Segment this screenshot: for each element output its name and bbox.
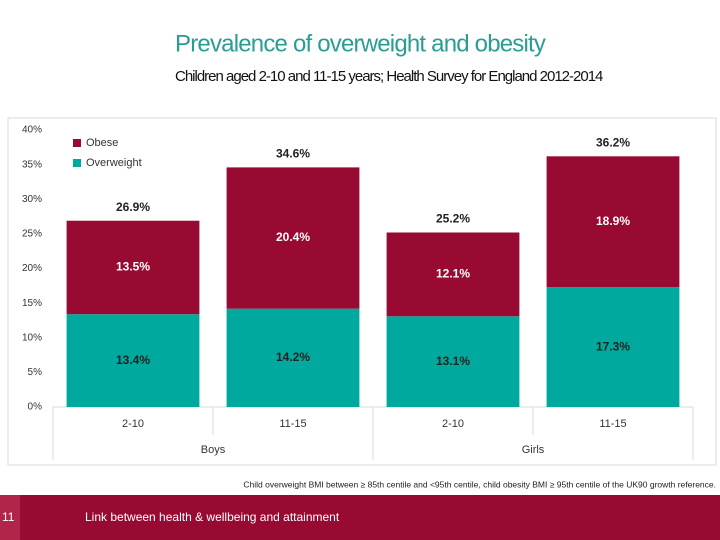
legend-swatch [73, 159, 81, 167]
y-tick-label: 10% [22, 332, 42, 343]
group-label: Girls [522, 444, 545, 456]
x-tick-label: 11-15 [599, 418, 626, 430]
page-number: 11 [2, 510, 15, 524]
bar-segment [386, 232, 520, 317]
x-tick-label: 11-15 [279, 418, 306, 430]
bar-segment [226, 167, 360, 309]
y-tick-label: 25% [22, 229, 42, 240]
y-tick-label: 5% [28, 367, 43, 378]
chart: 0% 5% 10% 15% 20% 25% 30% 35% 40% 2-10 13.4% 13.5% 2… [22, 125, 694, 460]
data-label: 13.4% [116, 353, 150, 367]
data-label: 14.2% [276, 350, 310, 364]
bar-segment [226, 308, 360, 407]
data-label: 18.9% [596, 214, 630, 228]
bar-segment [66, 314, 200, 407]
chart-frame [7, 117, 717, 466]
footer-tab [0, 495, 20, 540]
y-tick-label: 30% [22, 194, 42, 205]
bar-segment [66, 220, 200, 315]
data-label: 17.3% [596, 339, 630, 353]
data-label: 20.4% [276, 230, 310, 244]
data-label: 13.1% [436, 354, 470, 368]
footer-text: Link between health & wellbeing and atta… [85, 510, 340, 524]
legend-swatch [73, 139, 81, 147]
total-label: 25.2% [436, 212, 470, 226]
bar-segment [546, 287, 680, 407]
data-label: 13.5% [116, 260, 150, 274]
total-label: 36.2% [596, 135, 630, 149]
footer-bar [0, 495, 720, 540]
legend-label: Obese [86, 137, 118, 149]
y-tick-label: 40% [22, 125, 42, 136]
x-tick-label: 2-10 [122, 418, 144, 430]
y-tick-label: 35% [22, 159, 42, 170]
data-label: 12.1% [436, 267, 470, 281]
bar-segment [386, 316, 520, 407]
slide-subtitle: Children aged 2-10 and 11-15 years; Heal… [175, 68, 603, 85]
y-tick-label: 20% [22, 263, 42, 274]
bar-segment [546, 156, 680, 288]
slide-title: Prevalence of overweight and obesity [175, 30, 546, 57]
total-label: 26.9% [116, 200, 150, 214]
group-label: Boys [201, 444, 226, 456]
total-label: 34.6% [276, 147, 310, 161]
footnote: Child overweight BMI between ≥ 85th cent… [243, 479, 716, 489]
y-tick-label: 15% [22, 298, 42, 309]
legend-label: Overweight [86, 157, 142, 169]
y-tick-label: 0% [28, 402, 43, 413]
x-tick-label: 2-10 [442, 418, 464, 430]
